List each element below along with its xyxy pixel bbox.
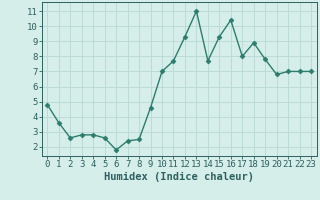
X-axis label: Humidex (Indice chaleur): Humidex (Indice chaleur)	[104, 172, 254, 182]
